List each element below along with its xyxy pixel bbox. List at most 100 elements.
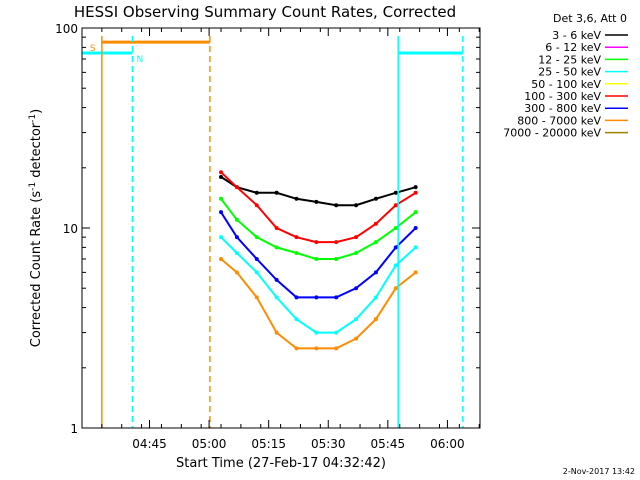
data-point xyxy=(314,199,319,204)
data-point xyxy=(413,210,418,215)
data-point xyxy=(314,295,319,300)
x-tick-label: 05:30 xyxy=(311,437,346,451)
data-point xyxy=(234,217,239,222)
data-point xyxy=(219,174,224,179)
x-tick-label: 06:00 xyxy=(430,437,465,451)
series-300-800keV xyxy=(219,210,418,300)
data-point xyxy=(354,250,359,255)
data-point xyxy=(254,235,259,240)
y-tick-label: 10 xyxy=(63,222,78,236)
markers-layer xyxy=(101,36,464,428)
data-point xyxy=(393,190,398,195)
legend-entry-label: 300 - 800 keV xyxy=(524,102,601,115)
data-point xyxy=(354,336,359,341)
data-point xyxy=(219,210,224,215)
data-point xyxy=(393,226,398,230)
data-point xyxy=(274,295,279,300)
data-point xyxy=(314,346,319,351)
data-point xyxy=(354,286,359,291)
data-point xyxy=(254,190,259,195)
flag-label: N xyxy=(136,55,143,65)
data-point xyxy=(373,221,378,226)
data-point xyxy=(373,196,378,201)
y-axis-label-sup2: -1 xyxy=(28,114,38,123)
data-point xyxy=(274,190,279,195)
data-point xyxy=(413,245,418,250)
data-point xyxy=(254,203,259,208)
data-point xyxy=(274,330,279,335)
flags-layer: SN xyxy=(82,40,463,65)
data-point xyxy=(334,330,339,335)
data-point xyxy=(334,203,339,208)
data-point xyxy=(294,295,299,300)
series-25-50keV xyxy=(219,235,418,335)
data-point xyxy=(413,190,418,195)
data-point xyxy=(334,256,339,261)
data-point xyxy=(413,185,418,190)
y-axis-label-end: ) xyxy=(29,109,44,114)
y-axis-label: Corrected Count Rate (s-1 detector-1) xyxy=(28,109,44,347)
data-point xyxy=(219,196,224,201)
data-point xyxy=(274,245,279,250)
data-point xyxy=(354,203,359,208)
data-point xyxy=(334,295,339,300)
ticks-layer: 1 10 100 04:45 05:00 05:15 05:30 05:45 06:00 xyxy=(55,22,480,451)
data-point xyxy=(294,346,299,351)
legend-entry-label: 12 - 25 keV xyxy=(538,53,601,66)
y-axis-label-main: Corrected Count Rate (s xyxy=(29,191,44,348)
data-point xyxy=(393,245,398,250)
data-point xyxy=(234,235,239,240)
data-point xyxy=(393,286,398,291)
x-tick-label: 04:45 xyxy=(132,437,167,451)
data-point xyxy=(274,226,279,230)
legend-entry-label: 6 - 12 keV xyxy=(545,41,601,54)
data-point xyxy=(219,170,224,175)
data-point xyxy=(393,263,398,268)
legend-entry-label: 50 - 100 keV xyxy=(531,78,601,91)
data-point xyxy=(254,256,259,261)
data-point xyxy=(234,250,239,255)
data-point xyxy=(373,270,378,275)
y-tick-label: 100 xyxy=(55,22,78,36)
series-3-6keV xyxy=(219,174,418,208)
data-point xyxy=(254,270,259,275)
data-point xyxy=(274,277,279,282)
data-point xyxy=(294,235,299,240)
data-point xyxy=(354,317,359,322)
x-tick-label: 05:15 xyxy=(251,437,286,451)
data-point xyxy=(234,270,239,275)
data-point xyxy=(219,235,224,240)
chart-title: HESSI Observing Summary Count Rates, Cor… xyxy=(74,3,456,21)
data-point xyxy=(334,240,339,245)
legend-entry-label: 7000 - 20000 keV xyxy=(503,127,601,140)
y-tick-label: 1 xyxy=(70,422,78,436)
series-12-25keV xyxy=(219,196,418,261)
y-axis-label-mid: detector xyxy=(29,122,44,182)
data-point xyxy=(413,270,418,275)
legend-entry-label: 100 - 300 keV xyxy=(524,90,601,103)
data-point xyxy=(219,256,224,261)
series-100-300keV xyxy=(219,170,418,245)
legend-entry-label: 800 - 7000 keV xyxy=(517,114,601,127)
data-point xyxy=(373,240,378,245)
series-800-7000keV xyxy=(219,256,418,351)
data-point xyxy=(373,295,378,300)
data-point xyxy=(294,250,299,255)
series-layer xyxy=(219,170,418,351)
data-point xyxy=(314,256,319,261)
legend-header: Det 3,6, Att 0 xyxy=(553,12,627,25)
data-point xyxy=(294,317,299,322)
legend-entry-label: 25 - 50 keV xyxy=(538,66,601,79)
data-point xyxy=(334,346,339,351)
data-point xyxy=(314,330,319,335)
data-point xyxy=(294,196,299,201)
x-tick-label: 05:45 xyxy=(371,437,406,451)
legend-entry-label: 3 - 6 keV xyxy=(552,29,601,42)
x-tick-label: 05:00 xyxy=(192,437,227,451)
data-point xyxy=(254,295,259,300)
data-point xyxy=(413,226,418,230)
flag-label: S xyxy=(90,44,96,54)
